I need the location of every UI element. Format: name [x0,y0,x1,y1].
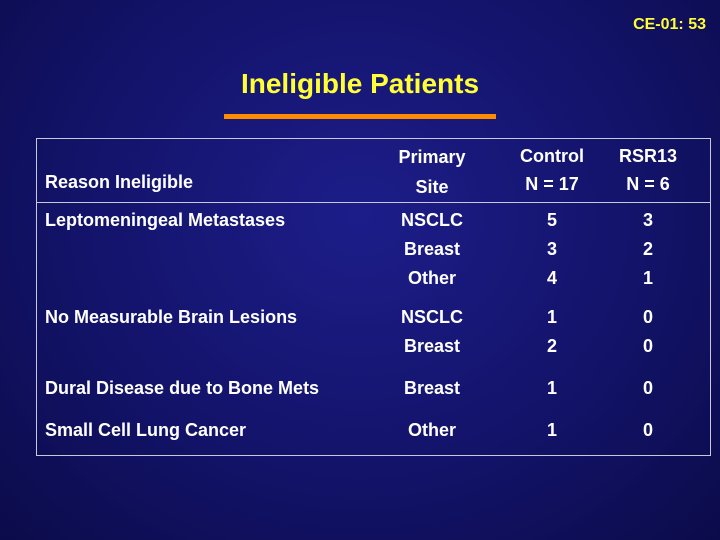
header-primary-line2: Site [415,177,449,197]
header-control: Control N = 17 [507,142,597,198]
rsr13-cell: 0 [603,374,693,403]
site-cell: NSCLC Breast Other [377,206,487,293]
reason-cell: Small Cell Lung Cancer [45,420,247,440]
site-value: Breast [403,239,461,259]
header-control-line1: Control [520,146,584,166]
control-cell: 1 [507,374,597,403]
page-title: Ineligible Patients [240,68,480,99]
control-value: 1 [546,420,557,440]
header-primary-line1: Primary [398,147,466,167]
header-primary-site: Primary Site [377,142,487,202]
rsr13-value: 0 [642,307,653,327]
header-control-line2: N = 17 [525,174,579,194]
site-value: NSCLC [401,210,463,230]
rsr13-cell: 0 0 [603,303,693,361]
reason-cell: No Measurable Brain Lesions [45,307,298,327]
control-value: 4 [546,268,557,288]
slide-id: CE-01: 53 [633,16,706,33]
control-value: 1 [546,378,557,398]
control-cell: 5 3 4 [507,206,597,293]
rsr13-value: 0 [642,378,653,398]
control-value: 3 [546,239,557,259]
rsr13-value: 1 [642,268,653,288]
site-value: Breast [403,378,461,398]
rsr13-value: 2 [642,239,653,259]
header-reason: Reason Ineligible [45,172,194,192]
header-rsr13-line2: N = 6 [626,174,670,194]
control-cell: 1 [507,416,597,445]
title-underline [224,114,496,119]
site-value: Breast [403,336,461,356]
header-divider [37,202,710,203]
rsr13-value: 0 [642,420,653,440]
site-value: Other [407,268,456,288]
site-value: NSCLC [401,307,463,327]
reason-cell: Dural Disease due to Bone Mets [45,378,320,398]
control-value: 5 [546,210,557,230]
control-value: 1 [546,307,557,327]
control-value: 2 [546,336,557,356]
rsr13-value: 0 [642,336,653,356]
header-rsr13-line1: RSR13 [618,146,678,166]
rsr13-cell: 0 [603,416,693,445]
site-cell: NSCLC Breast [377,303,487,361]
ineligible-patients-table: Reason Ineligible Primary Site Control N… [36,138,711,456]
rsr13-value: 3 [642,210,653,230]
reason-cell: Leptomeningeal Metastases [45,210,286,230]
header-rsr13: RSR13 N = 6 [603,142,693,198]
control-cell: 1 2 [507,303,597,361]
rsr13-cell: 3 2 1 [603,206,693,293]
site-value: Other [407,420,456,440]
site-cell: Other [377,416,487,445]
site-cell: Breast [377,374,487,403]
